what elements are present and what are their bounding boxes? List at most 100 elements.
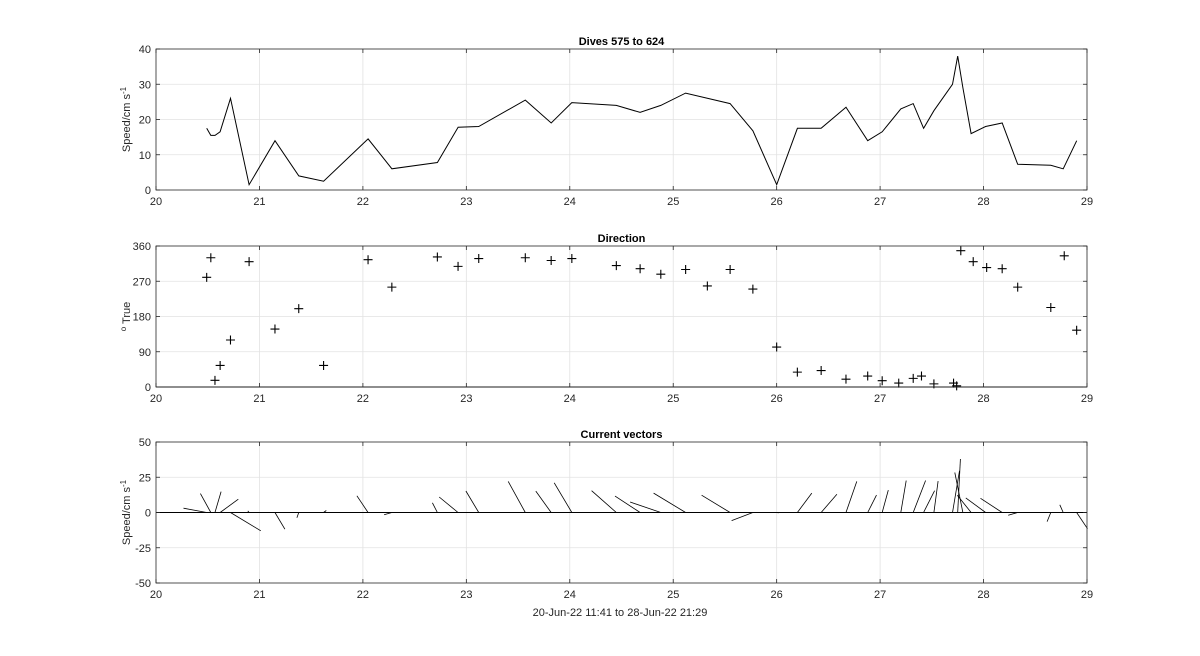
direction-point <box>772 342 782 352</box>
direction-point <box>1046 302 1056 312</box>
direction-point <box>202 272 212 282</box>
direction-point <box>432 252 442 262</box>
direction-point <box>725 265 735 274</box>
y-tick-label: 25 <box>139 472 151 484</box>
current-vector <box>797 492 813 513</box>
direction-point <box>270 324 280 334</box>
x-tick-label: 29 <box>1081 393 1093 405</box>
x-tick-label: 29 <box>1081 589 1093 601</box>
vectors-title: Current vectors <box>581 429 663 441</box>
current-vector <box>881 489 889 513</box>
current-vector <box>274 512 286 530</box>
direction-point <box>968 257 978 267</box>
current-vector <box>535 490 552 513</box>
x-tick-label: 24 <box>564 393 576 405</box>
y-tick-label: 40 <box>139 44 151 56</box>
y-tick-label: 360 <box>133 241 151 253</box>
x-tick-label: 26 <box>771 196 783 208</box>
x-tick-label: 24 <box>564 589 576 601</box>
x-tick-label: 20 <box>150 589 162 601</box>
direction-point <box>748 284 758 294</box>
x-tick-label: 20 <box>150 393 162 405</box>
direction-point <box>792 367 802 377</box>
current-vector <box>933 481 939 513</box>
direction-panel: 20 21 22 23 24 25 26 27 28 29 0 90 180 270 360 Directi… <box>119 233 1093 405</box>
direction-point <box>863 371 873 381</box>
current-vector <box>653 492 686 513</box>
y-tick-label: 50 <box>139 437 151 449</box>
direction-point <box>816 366 826 376</box>
direction-point <box>982 263 992 273</box>
current-vector <box>867 494 877 513</box>
current-vector <box>980 497 1003 513</box>
current-vector <box>591 490 617 513</box>
direction-point <box>656 269 666 279</box>
direction-point <box>997 264 1007 274</box>
current-vector <box>952 470 960 513</box>
current-vector <box>383 512 392 516</box>
speed-panel: 20 21 22 23 24 25 26 27 28 29 0 10 20 30 40 Dives 575 … <box>119 36 1093 208</box>
y-tick-label: -25 <box>135 543 151 555</box>
direction-title: Direction <box>598 233 646 245</box>
y-tick-label: 0 <box>145 382 151 394</box>
direction-point <box>702 281 712 291</box>
x-tick-label: 21 <box>253 393 265 405</box>
x-tick-label: 24 <box>564 196 576 208</box>
direction-point <box>453 261 463 271</box>
speed-series <box>206 56 1078 187</box>
direction-point <box>567 254 577 264</box>
direction-point <box>1072 325 1082 335</box>
current-vector <box>507 481 526 513</box>
current-vector <box>923 490 935 513</box>
direction-point <box>215 360 225 370</box>
x-tick-label: 27 <box>874 196 886 208</box>
speed-title: Dives 575 to 624 <box>579 36 665 48</box>
direction-point <box>387 282 397 292</box>
direction-ticks: 20 21 22 23 24 25 26 27 28 29 0 90 180 270 360 <box>133 241 1093 405</box>
direction-point <box>520 253 530 263</box>
direction-point <box>546 255 556 265</box>
current-vector <box>1046 512 1052 522</box>
current-vector <box>296 512 300 518</box>
y-tick-label: 0 <box>145 508 151 520</box>
direction-point <box>474 254 484 264</box>
current-vector <box>912 480 926 513</box>
x-tick-label: 27 <box>874 589 886 601</box>
direction-point <box>952 381 962 391</box>
current-vector <box>323 510 327 513</box>
y-tick-label: 180 <box>133 312 151 324</box>
direction-point <box>916 371 926 381</box>
direction-ylabel: o True <box>119 302 133 332</box>
x-tick-label: 28 <box>977 393 989 405</box>
direction-point <box>894 378 904 388</box>
x-tick-label: 21 <box>253 196 265 208</box>
x-tick-label: 20 <box>150 196 162 208</box>
x-tick-label: 29 <box>1081 196 1093 208</box>
x-tick-label: 23 <box>460 196 472 208</box>
direction-grid <box>156 246 1087 387</box>
x-tick-label: 22 <box>357 589 369 601</box>
vectors-panel: 20 21 22 23 24 25 26 27 28 29 -50 -25 0 25 50 Current … <box>119 429 1093 601</box>
direction-point <box>908 373 918 383</box>
direction-point <box>681 265 691 274</box>
y-tick-label: 30 <box>139 79 151 91</box>
current-vector <box>219 498 239 513</box>
current-vector <box>230 512 262 532</box>
vectors-ylabel: Speed/cm s-1 <box>119 479 133 545</box>
y-tick-label: 0 <box>145 185 151 197</box>
x-tick-label: 27 <box>874 393 886 405</box>
current-vector <box>1008 512 1018 516</box>
y-tick-label: 20 <box>139 115 151 127</box>
current-vector <box>214 491 222 513</box>
current-vector <box>900 480 907 513</box>
direction-point <box>1013 282 1023 292</box>
x-tick-label: 28 <box>977 196 989 208</box>
current-vector <box>438 496 459 513</box>
x-tick-label: 25 <box>667 196 679 208</box>
speed-ticks: 20 21 22 23 24 25 26 27 28 29 0 10 20 30 40 <box>139 44 1093 208</box>
current-vector <box>629 501 661 513</box>
current-vector <box>247 510 250 513</box>
current-vector <box>701 494 731 513</box>
speed-ylabel: Speed/cm s-1 <box>119 86 133 152</box>
